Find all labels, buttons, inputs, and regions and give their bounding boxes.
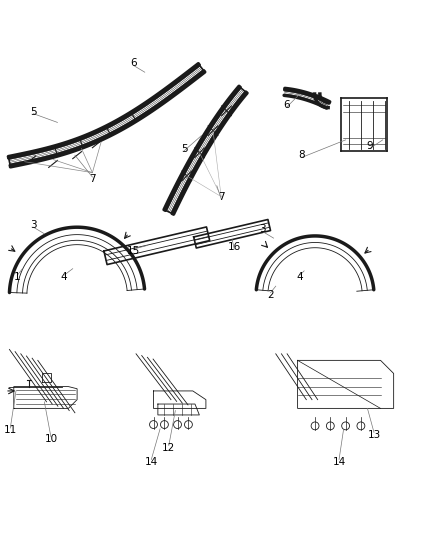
- Text: 5: 5: [30, 107, 37, 117]
- Text: 10: 10: [44, 434, 57, 444]
- Text: 7: 7: [218, 192, 225, 201]
- Text: 15: 15: [127, 246, 141, 256]
- Text: 2: 2: [267, 290, 274, 300]
- Text: 14: 14: [145, 457, 158, 467]
- Text: 3: 3: [259, 224, 266, 235]
- Text: 1: 1: [14, 272, 21, 282]
- Text: 6: 6: [283, 100, 290, 110]
- Text: 8: 8: [299, 150, 305, 160]
- Text: 16: 16: [228, 242, 241, 252]
- Text: 4: 4: [297, 272, 303, 282]
- Text: 3: 3: [30, 220, 37, 230]
- Text: 14: 14: [332, 457, 346, 467]
- Text: 4: 4: [61, 272, 67, 282]
- Text: 12: 12: [162, 443, 175, 453]
- Text: 13: 13: [367, 430, 381, 440]
- Text: 7: 7: [89, 174, 95, 184]
- Text: 9: 9: [366, 141, 373, 151]
- Text: 5: 5: [181, 143, 187, 154]
- Text: 6: 6: [131, 59, 137, 68]
- Text: 11: 11: [4, 425, 17, 435]
